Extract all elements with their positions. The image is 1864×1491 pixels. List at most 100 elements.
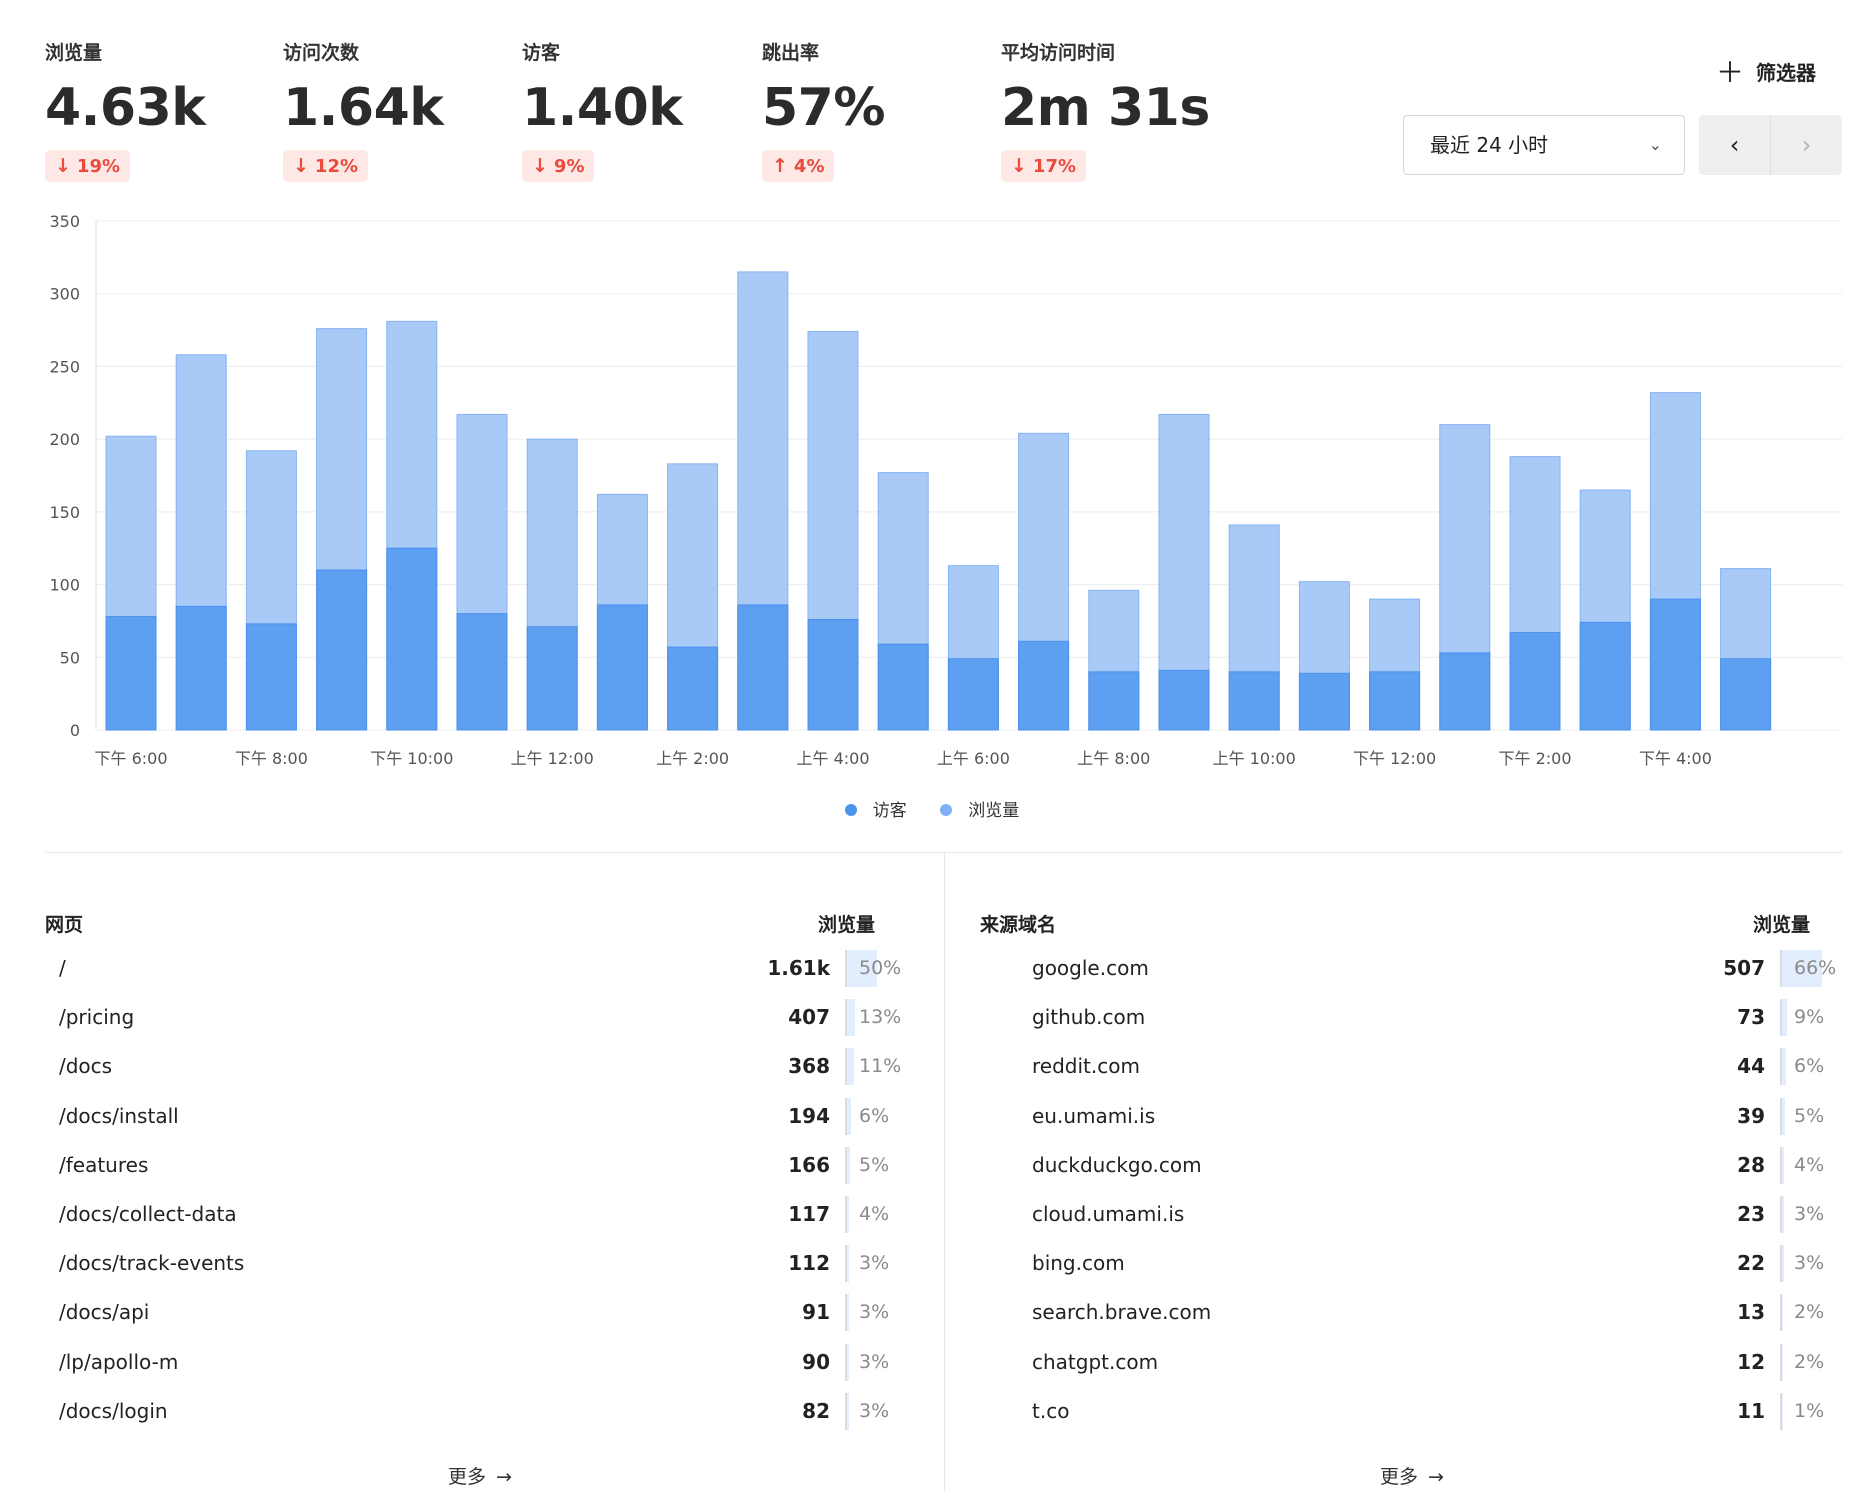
row-pct-bar (847, 950, 877, 987)
row-pct: 3% (859, 1301, 890, 1324)
table-row[interactable]: eu.umami.is 39 5% (980, 1092, 1842, 1141)
chevron-down-icon: ⌄ (1648, 135, 1662, 154)
table-row[interactable]: duckduckgo.com 28 4% (980, 1141, 1842, 1190)
table-row[interactable]: / 1.61k 50% (45, 944, 925, 993)
bar-visitors[interactable] (737, 604, 789, 731)
row-label[interactable]: /docs/install (59, 1103, 179, 1128)
prev-period-button[interactable]: ‹ (1729, 131, 1740, 159)
row-label[interactable]: reddit.com (1032, 1054, 1140, 1079)
row-pct-bar (1782, 1392, 1783, 1430)
row-label[interactable]: /docs/login (59, 1398, 168, 1423)
table-row[interactable]: /lp/apollo-m 90 3% (45, 1338, 925, 1387)
x-tick-label: 上午 2:00 (656, 749, 729, 768)
referrers-more-link[interactable]: 更多 → (1380, 1462, 1444, 1489)
row-count: 112 (788, 1251, 830, 1276)
row-label[interactable]: search.brave.com (1032, 1300, 1212, 1325)
row-label[interactable]: duckduckgo.com (1032, 1152, 1202, 1177)
table-row[interactable]: chatgpt.com 12 2% (980, 1338, 1842, 1387)
filter-button[interactable]: ＋ 筛选器 (1716, 56, 1816, 90)
referrers-panel: 来源域名 浏览量 google.com 507 66% github.com 73 9% r… (980, 910, 1842, 1436)
row-label[interactable]: /docs/api (59, 1300, 150, 1325)
row-pct-cell: 11% (845, 1048, 905, 1086)
table-row[interactable]: cloud.umami.is 23 3% (980, 1190, 1842, 1239)
bar-visitors[interactable] (1649, 598, 1701, 731)
more-label: 更多 (448, 1466, 487, 1488)
row-label[interactable]: bing.com (1032, 1251, 1125, 1276)
row-label[interactable]: /lp/apollo-m (59, 1349, 179, 1374)
table-row[interactable]: /docs/install 194 6% (45, 1092, 925, 1141)
bar-visitors[interactable] (1369, 671, 1421, 731)
row-label[interactable]: /features (59, 1152, 149, 1177)
bar-visitors[interactable] (245, 623, 297, 731)
metric-change-badge: ↓ 9% (522, 150, 595, 182)
row-label[interactable]: google.com (1032, 956, 1149, 980)
table-row[interactable]: /pricing 407 13% (45, 993, 925, 1042)
x-tick-label: 下午 2:00 (1498, 749, 1571, 768)
bar-visitors[interactable] (596, 604, 648, 731)
table-row[interactable]: github.com 73 9% (980, 993, 1842, 1042)
row-label[interactable]: /docs/track-events (59, 1251, 245, 1276)
bar-visitors[interactable] (1018, 640, 1070, 731)
row-pct: 2% (1794, 1350, 1825, 1373)
row-pct-bar (1782, 999, 1788, 1037)
bar-visitors[interactable] (386, 547, 438, 731)
row-label[interactable]: /docs/collect-data (59, 1201, 237, 1226)
next-period-button[interactable]: › (1770, 115, 1842, 175)
table-row[interactable]: /features 166 5% (45, 1141, 925, 1190)
row-label[interactable]: /docs (59, 1054, 113, 1079)
row-label[interactable]: cloud.umami.is (1032, 1201, 1185, 1226)
bar-visitors[interactable] (1720, 658, 1772, 731)
chart-axes: 0 50 100 150 200 250 300 350 下午 6:00 下午 8:00 下午 10… (49, 212, 1711, 768)
table-row[interactable]: bing.com 22 3% (980, 1239, 1842, 1288)
bar-visitors[interactable] (947, 658, 999, 731)
table-row[interactable]: t.co 11 1% (980, 1387, 1842, 1436)
row-label[interactable]: / (59, 956, 66, 980)
row-pct-bar (847, 1245, 849, 1283)
table-row[interactable]: reddit.com 44 6% (980, 1042, 1842, 1091)
bar-visitors[interactable] (1158, 669, 1210, 731)
table-row[interactable]: /docs/collect-data 117 4% (45, 1190, 925, 1239)
bar-visitors[interactable] (1509, 632, 1561, 731)
y-tick-label: 250 (49, 357, 80, 376)
bar-visitors[interactable] (877, 643, 929, 731)
table-row[interactable]: /docs/track-events 112 3% (45, 1239, 925, 1288)
bar-visitors[interactable] (105, 616, 157, 731)
row-label[interactable]: chatgpt.com (1032, 1349, 1159, 1374)
table-row[interactable]: google.com 507 66% (980, 944, 1842, 993)
table-row[interactable]: search.brave.com 13 2% (980, 1288, 1842, 1337)
bar-visitors[interactable] (807, 618, 859, 731)
chart-legend: 访客 浏览量 (0, 796, 1864, 821)
bar-visitors[interactable] (456, 613, 508, 731)
bar-visitors[interactable] (1579, 621, 1631, 731)
bar-visitors[interactable] (1228, 671, 1280, 731)
bar-visitors[interactable] (667, 646, 719, 731)
bar-visitors[interactable] (1088, 671, 1140, 731)
row-pct-cell: 3% (845, 1245, 905, 1283)
x-tick-label: 下午 8:00 (235, 749, 308, 768)
table-row[interactable]: /docs/login 82 3% (45, 1387, 925, 1436)
row-pct-bar (1782, 1146, 1785, 1184)
bar-visitors[interactable] (175, 605, 227, 731)
table-row[interactable]: /docs 368 11% (45, 1042, 925, 1091)
bar-visitors[interactable] (1298, 672, 1350, 731)
legend-item-visitors[interactable]: 访客 (844, 796, 907, 821)
row-pct-bar (1782, 950, 1822, 987)
row-pct-cell: 2% (1780, 1343, 1840, 1381)
row-label[interactable]: /pricing (59, 1005, 135, 1030)
bar-visitors[interactable] (316, 569, 368, 731)
panel-header: 来源域名 浏览量 (980, 910, 1842, 940)
bar-visitors[interactable] (526, 626, 578, 731)
bar-visitors[interactable] (1439, 652, 1491, 731)
row-label[interactable]: eu.umami.is (1032, 1103, 1156, 1128)
row-pct: 1% (1794, 1399, 1825, 1422)
date-range-select[interactable]: 最近 24 小时 ⌄ (1403, 115, 1685, 175)
legend-item-pageviews[interactable]: 浏览量 (940, 796, 1019, 821)
row-label[interactable]: github.com (1032, 1005, 1146, 1030)
table-row[interactable]: /docs/api 91 3% (45, 1288, 925, 1337)
row-pct-cell: 13% (845, 999, 905, 1037)
pages-more-link[interactable]: 更多 → (448, 1462, 512, 1489)
divider (45, 852, 1842, 853)
row-label[interactable]: t.co (1032, 1398, 1070, 1423)
row-pct-cell: 9% (1780, 999, 1840, 1037)
row-count: 507 (1723, 956, 1765, 980)
